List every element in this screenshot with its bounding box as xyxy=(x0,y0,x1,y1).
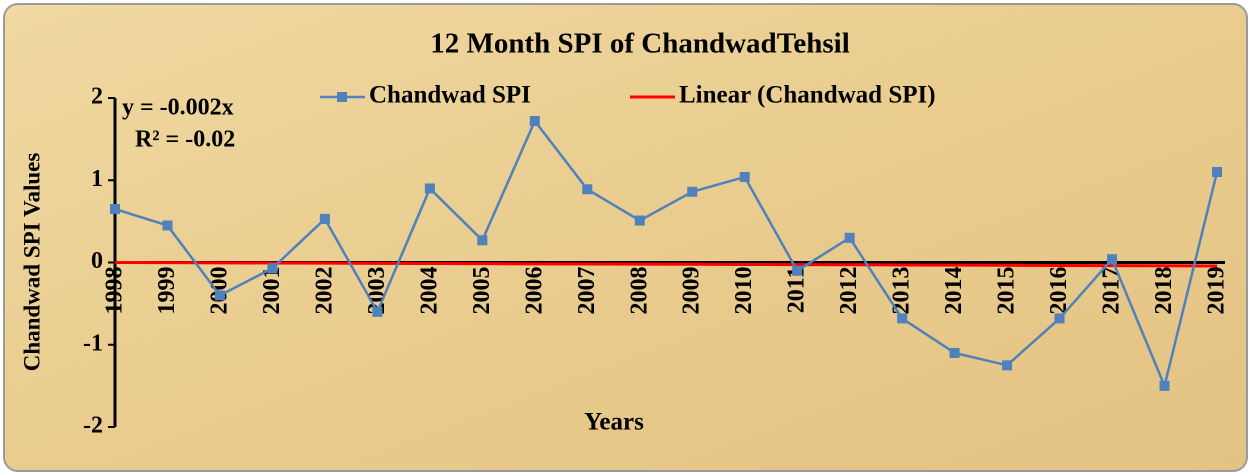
x-tick-label: 2004 xyxy=(416,267,442,315)
y-tick-label: -1 xyxy=(83,330,103,356)
x-tick-label: 1999 xyxy=(154,267,180,315)
y-tick-label: 1 xyxy=(91,166,103,192)
data-point xyxy=(424,183,435,194)
data-point xyxy=(1159,380,1170,391)
data-point xyxy=(477,235,488,246)
data-point xyxy=(949,347,960,358)
data-point xyxy=(214,290,225,301)
series-line xyxy=(114,118,1219,390)
x-tick-label: 2005 xyxy=(469,267,495,315)
y-axis-label: Chandwad SPI Values xyxy=(19,153,44,372)
legend-label: Linear (Chandwad SPI) xyxy=(679,82,936,109)
x-tick-label: 2007 xyxy=(574,267,600,315)
x-tick-label: 2017 xyxy=(1099,267,1125,315)
x-tick-label: 2014 xyxy=(941,267,967,315)
data-point xyxy=(372,306,383,317)
equation: y = -0.002x xyxy=(122,95,234,121)
data-point xyxy=(267,263,278,274)
x-axis-label: Years xyxy=(584,409,644,436)
x-tick-label: 2012 xyxy=(836,267,862,315)
x-tick-label: 2016 xyxy=(1046,267,1072,315)
data-point xyxy=(739,171,750,182)
data-point xyxy=(687,186,698,197)
x-tick-label: 2009 xyxy=(679,267,705,315)
x-tick-label: 2001 xyxy=(259,267,285,315)
r-squared: R² = -0.02 xyxy=(135,127,235,153)
x-tick-label: 2013 xyxy=(889,267,915,315)
data-point xyxy=(1054,313,1065,324)
data-point xyxy=(844,232,855,243)
legend-label: Chandwad SPI xyxy=(369,82,531,109)
data-point xyxy=(1212,167,1222,178)
x-tick-label: 2008 xyxy=(626,267,652,315)
chart-title: 12 Month SPI of ChandwadTehsil xyxy=(430,28,850,60)
y-tick-label: 2 xyxy=(91,84,103,110)
data-point xyxy=(110,204,120,215)
data-point xyxy=(162,220,173,231)
data-point xyxy=(1002,360,1013,371)
chart-background xyxy=(3,3,1248,472)
legend-marker xyxy=(337,92,347,102)
x-tick-label: 2006 xyxy=(521,267,547,315)
data-point xyxy=(319,213,330,224)
data-point xyxy=(897,313,908,324)
data-point xyxy=(582,184,593,195)
data-point xyxy=(634,215,645,226)
data-point xyxy=(792,265,803,276)
x-tick-label: 1998 xyxy=(102,267,128,315)
series-line xyxy=(114,261,1218,268)
y-tick-label: -2 xyxy=(83,413,103,439)
data-point xyxy=(1107,254,1118,265)
x-tick-label: 2018 xyxy=(1151,267,1177,315)
x-tick-label: 2010 xyxy=(731,267,757,315)
x-tick-label: 2019 xyxy=(1204,267,1230,315)
data-point xyxy=(529,116,540,127)
y-tick-label: 0 xyxy=(91,248,103,274)
x-tick-label: 2015 xyxy=(994,267,1020,315)
x-tick-label: 2002 xyxy=(311,267,337,315)
